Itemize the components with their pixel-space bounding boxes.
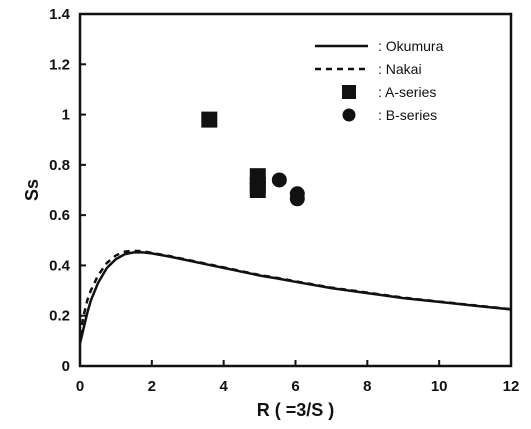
legend-label: : B-series — [378, 107, 437, 123]
a-series-point — [201, 111, 218, 128]
legend-swatch-square — [342, 85, 356, 99]
y-axis-label: Ss — [22, 179, 42, 201]
legend: : Okumura : Nakai : A-series : B-series — [315, 38, 444, 123]
y-tick-label: 0.6 — [49, 207, 70, 224]
x-tick-label: 2 — [148, 378, 156, 395]
legend-label: : Nakai — [378, 61, 422, 77]
x-axis-label: R ( =3/S ) — [257, 400, 335, 420]
b-series-point — [289, 191, 305, 207]
x-tick-label: 0 — [76, 378, 84, 395]
series-layer — [78, 111, 512, 344]
y-tick-label: 0.8 — [49, 157, 70, 174]
y-tick-label: 1.2 — [49, 56, 70, 73]
y-tick-label: 1.4 — [49, 6, 71, 23]
y-tick-label: 0 — [62, 358, 70, 375]
y-tick-label: 1 — [62, 107, 70, 124]
axis-ticks: 0 2 4 6 8 10 12 0 0.2 0.4 0.6 0.8 1 1.2 1.4 — [49, 6, 519, 395]
legend-label: : Okumura — [378, 38, 444, 54]
x-tick-label: 6 — [291, 378, 299, 395]
legend-swatch-circle — [342, 108, 356, 122]
series-line-0 — [78, 251, 512, 344]
y-tick-label: 0.4 — [49, 257, 71, 274]
x-tick-label: 12 — [503, 378, 520, 395]
series-line-1 — [78, 249, 512, 337]
legend-label: : A-series — [378, 84, 436, 100]
a-series-point — [249, 182, 266, 198]
x-tick-label: 4 — [219, 378, 228, 395]
b-series-point — [271, 172, 287, 188]
y-tick-label: 0.2 — [49, 308, 70, 325]
x-tick-label: 8 — [363, 378, 371, 395]
x-tick-label: 10 — [431, 378, 448, 395]
